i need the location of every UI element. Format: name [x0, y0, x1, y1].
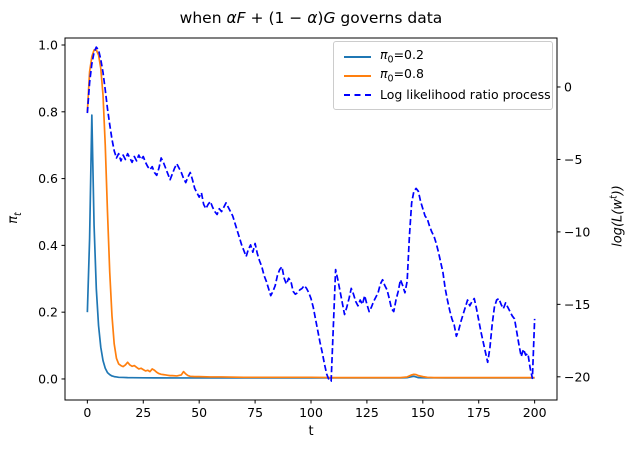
- chart-title: when αF + (1 − α)G governs data: [179, 9, 443, 27]
- legend-item: π0=0.2: [344, 47, 544, 66]
- x-axis-label: t: [308, 424, 314, 439]
- y-left-tick-label: 0.6: [38, 171, 58, 186]
- y-axis-label-right: log(L(wt)): [608, 185, 626, 247]
- legend-label: Log likelihood ratio process: [380, 87, 551, 102]
- x-tick-label: 25: [135, 405, 151, 420]
- legend: π0=0.2 π0=0.8 Log likelihood ratio proce…: [333, 41, 553, 110]
- series-line-1: [86, 49, 535, 379]
- y-right-tick-label: −15: [564, 297, 590, 312]
- x-tick-label: 100: [299, 405, 323, 420]
- x-tick-label: 200: [523, 405, 547, 420]
- y-right-tick-label: −20: [564, 369, 590, 384]
- y-left-tick-label: 0.8: [38, 104, 58, 119]
- x-tick-label: 75: [247, 405, 263, 420]
- legend-line-sample-solid-teal: [344, 55, 371, 58]
- y-left-tick-label: 1.0: [38, 38, 58, 53]
- y-left-tick-label: 0.2: [38, 305, 58, 320]
- legend-line-sample-solid-orange: [344, 74, 371, 77]
- x-tick-label: 0: [83, 405, 91, 420]
- y-axis-label-left: πt: [6, 212, 24, 224]
- y-right-tick-label: −10: [564, 224, 590, 239]
- y-left-tick-label: 0.0: [38, 371, 58, 386]
- y-right-tick-label: 0: [564, 79, 572, 94]
- x-tick-label: 175: [467, 405, 491, 420]
- y-right-tick-label: −5: [564, 152, 582, 167]
- x-tick-label: 150: [411, 405, 435, 420]
- legend-label: π0=0.2: [380, 47, 424, 66]
- series-line-2: [86, 46, 536, 383]
- y-left-tick-label: 0.4: [38, 238, 58, 253]
- legend-item: Log likelihood ratio process: [344, 85, 551, 104]
- x-tick-label: 50: [191, 405, 207, 420]
- x-tick-label: 125: [355, 405, 379, 420]
- legend-label: π0=0.8: [380, 66, 424, 85]
- legend-line-sample-dashed-blue: [344, 93, 371, 96]
- series-line-0: [86, 114, 535, 379]
- legend-item: π0=0.8: [344, 66, 544, 85]
